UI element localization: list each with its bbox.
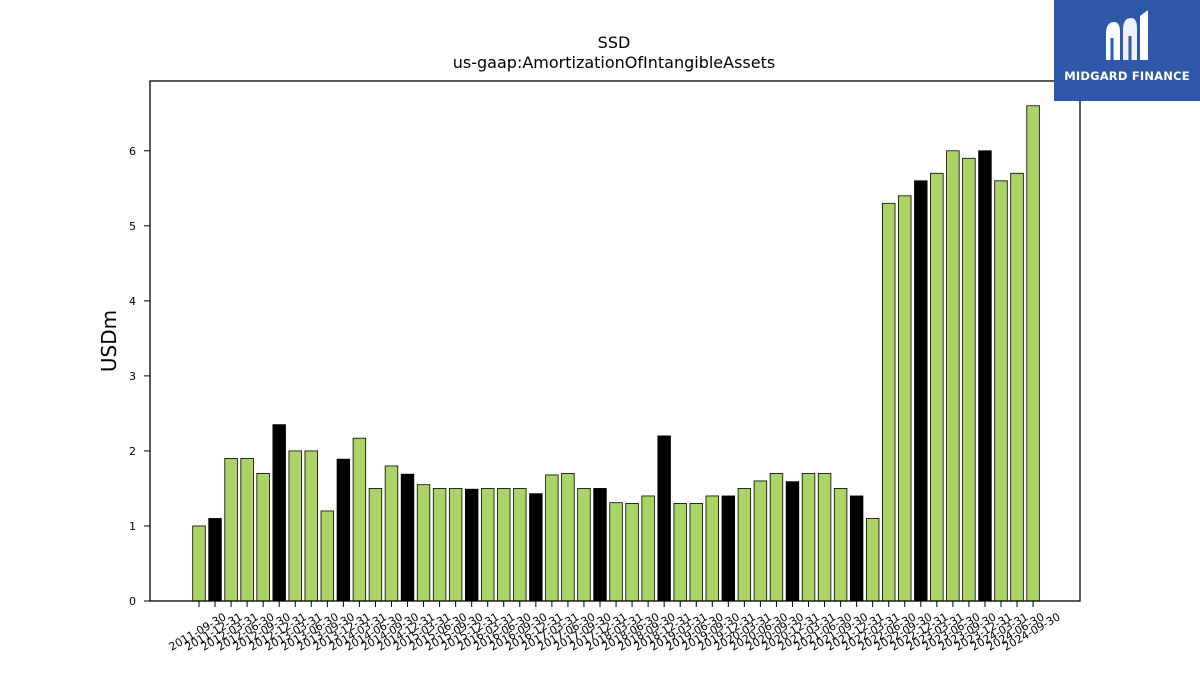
bar (946, 150, 960, 602)
bar (689, 503, 703, 602)
chart-subtitle: us-gaap:AmortizationOfIntangibleAssets (453, 53, 775, 72)
bar (898, 195, 912, 602)
bar (865, 518, 880, 602)
bar (497, 488, 511, 602)
y-tick-label: 0 (129, 595, 136, 608)
bar (833, 488, 848, 602)
bar (352, 437, 367, 602)
bar (609, 502, 623, 602)
bar (737, 488, 752, 602)
bar (384, 465, 399, 602)
y-tick-label: 4 (129, 295, 136, 308)
bar (817, 473, 832, 602)
brand-logo: MIDGARD FINANCE (1054, 0, 1200, 101)
bar (930, 172, 944, 602)
bar (400, 473, 415, 602)
bar (577, 488, 591, 602)
bar (1026, 105, 1040, 602)
brand-name: MIDGARD FINANCE (1064, 69, 1190, 83)
bar (673, 503, 687, 602)
bar (240, 458, 254, 602)
bar (416, 484, 431, 602)
y-tick-label: 1 (129, 520, 136, 533)
bar (224, 458, 238, 602)
bar (368, 488, 383, 602)
bar (882, 202, 896, 602)
bar (657, 435, 671, 602)
bar (1010, 172, 1024, 602)
bar (994, 180, 1008, 602)
bar (208, 518, 222, 602)
bar (641, 495, 655, 602)
y-tick-label: 5 (129, 220, 136, 233)
bar (962, 157, 976, 602)
bar (336, 458, 351, 602)
bar (593, 488, 607, 602)
bar (849, 495, 864, 602)
bar (785, 481, 800, 602)
y-tick-label: 3 (129, 370, 136, 383)
y-axis-ticks: 0 1 2 3 4 5 6 (129, 145, 150, 608)
bars-group (192, 105, 1040, 602)
y-tick-label: 6 (129, 145, 136, 158)
bar (753, 480, 768, 602)
y-tick-label: 2 (129, 445, 136, 458)
bar (545, 474, 559, 602)
bar (481, 488, 495, 602)
bar (513, 488, 527, 602)
bar (721, 495, 736, 602)
bar (320, 510, 335, 602)
bar (978, 150, 992, 602)
bar (529, 493, 543, 602)
bar (625, 503, 639, 602)
bar (705, 495, 719, 602)
bar (272, 424, 286, 602)
plot-frame (149, 80, 1081, 602)
bar (464, 488, 479, 602)
bar (288, 450, 302, 602)
y-axis-label: USDm (97, 310, 121, 372)
bar (432, 488, 447, 602)
bar (769, 473, 784, 602)
bar (801, 473, 816, 602)
bar (304, 450, 318, 602)
bar (192, 525, 206, 602)
chart-title: SSD (598, 33, 631, 52)
bar (561, 473, 575, 602)
midgard-m-icon (1106, 10, 1148, 60)
bar (256, 473, 270, 602)
bar (914, 180, 928, 602)
x-axis-ticks: 2011-09-302011-12-312012-03-312012-06-30… (167, 601, 1063, 654)
bar (448, 488, 463, 602)
